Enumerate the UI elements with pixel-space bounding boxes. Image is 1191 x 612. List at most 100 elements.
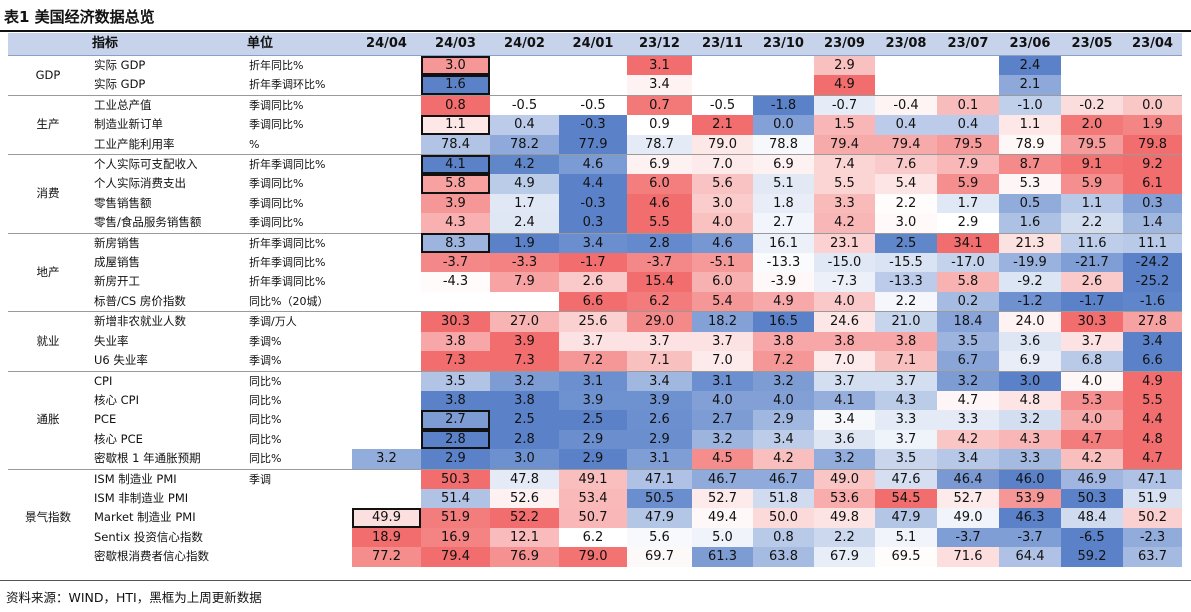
unit-label: 季调同比%: [249, 118, 304, 132]
value-cell: 5.1: [753, 174, 814, 194]
header-period: 23/07: [937, 33, 999, 56]
value-cell: 3.9: [559, 390, 627, 411]
value-cell: 48.4: [1061, 508, 1123, 528]
value-cell: 0.5: [999, 193, 1061, 214]
value-cell: -19.9: [999, 253, 1061, 273]
value-cell: 3.8: [875, 331, 937, 352]
value-cell: 5.6: [692, 174, 753, 194]
value-cell: 3.7: [814, 370, 875, 391]
value-cell: 16.9: [421, 527, 490, 548]
value-cell: 51.4: [421, 488, 490, 509]
value-cell: [352, 213, 421, 234]
value-cell: -3.7: [627, 253, 692, 273]
value-cell: 52.2: [490, 508, 559, 528]
value-cell: [490, 55, 559, 76]
indicator-name: 实际 GDP: [88, 55, 243, 76]
value-cell: -0.5: [559, 94, 627, 116]
value-cell: -3.7: [937, 527, 999, 548]
value-cell: 2.9: [559, 449, 627, 470]
table-row: 密歇根 1 年通胀预期 同比% 3.2 2.9 3.0 2.9 3.1 4.5 4.2 3.2 3.…: [8, 449, 1182, 470]
value-cell: 78.9: [999, 134, 1061, 155]
value-cell: 3.4: [937, 449, 999, 470]
table-row: 生产 工业总产值 季调同比% 0.8 -0.5 -0.5 0.7 -0.5 -1.8 -0.7 -0…: [8, 94, 1182, 155]
value-cell: 3.6: [814, 429, 875, 450]
value-cell: 2.6: [627, 410, 692, 430]
value-cell: 79.0: [692, 134, 753, 155]
value-cell: -1.0: [999, 94, 1061, 116]
unit-label: [243, 508, 352, 527]
value-cell: 49.8: [814, 508, 875, 528]
value-cell: -1.6: [1123, 291, 1182, 312]
value-cell: 67.9: [814, 547, 875, 567]
value-cell: -13.3: [875, 272, 937, 292]
header-row: 指标 单位 24/04 24/03 24/02 24/01 23/12 23/1…: [8, 33, 1182, 56]
table-title: 表1 美国经济数据总览: [4, 8, 155, 26]
value-cell: 46.7: [692, 468, 753, 489]
value-cell: [352, 429, 421, 450]
value-cell: 63.8: [753, 547, 814, 567]
value-cell: 64.4: [999, 547, 1061, 567]
value-cell: 79.8: [1123, 134, 1182, 155]
value-cell: [352, 331, 421, 352]
table-row: 标普/CS 房价指数 同比%（20城） 6.6 6.2 5.4 4.9 4.0 2.2 0.2-…: [8, 291, 1182, 312]
value-cell: 30.3: [421, 311, 490, 332]
value-cell: 3.6: [999, 331, 1061, 352]
value-cell: -0.7: [814, 94, 875, 116]
value-cell: 2.2: [875, 193, 937, 214]
indicator-name: CPI: [88, 370, 243, 391]
value-cell: 18.9: [352, 527, 421, 548]
value-cell: 3.2: [352, 449, 421, 470]
value-cell: 3.0: [999, 370, 1061, 391]
header-period: 24/01: [559, 33, 627, 56]
value-cell: 2.2: [1061, 213, 1123, 234]
value-cell: 2.5: [490, 410, 559, 430]
value-cell: 4.2: [937, 429, 999, 450]
economic-data-table: 指标 单位 24/04 24/03 24/02 24/01 23/12 23/1…: [8, 33, 1182, 567]
value-cell: 3.2: [692, 429, 753, 450]
value-cell: 50.3: [1061, 488, 1123, 509]
value-cell: 2.5: [875, 232, 937, 254]
header-period: 23/06: [999, 33, 1061, 56]
value-cell: 1.6: [421, 75, 490, 96]
value-cell: 4.8: [1123, 429, 1182, 450]
value-cell: 50.5: [627, 488, 692, 509]
header-period: 23/04: [1123, 33, 1182, 56]
value-cell: [352, 351, 421, 371]
unit-label: 季调同比%: [243, 94, 352, 116]
value-cell: 2.7: [421, 410, 490, 430]
value-cell: 7.0: [692, 351, 753, 371]
value-cell: 3.7: [627, 331, 692, 352]
unit-label: 折年同比%: [243, 55, 352, 76]
value-cell: 46.3: [999, 508, 1061, 528]
value-cell: 50.3: [421, 468, 490, 489]
value-cell: 4.6: [559, 154, 627, 175]
value-cell: 7.1: [875, 351, 937, 371]
value-cell: 0.4: [875, 115, 937, 135]
header-period: 23/12: [627, 33, 692, 56]
value-cell: 3.3: [875, 410, 937, 430]
value-cell: [352, 272, 421, 292]
value-cell: 4.5: [692, 449, 753, 470]
value-cell: 46.9: [1061, 468, 1123, 489]
value-cell: 2.6: [1061, 272, 1123, 292]
value-cell: 79.5: [937, 134, 999, 155]
value-cell: -3.7: [999, 527, 1061, 548]
value-cell: 47.8: [490, 468, 559, 489]
table-row: Sentix 投资信心指数 18.9 16.9 12.1 6.2 5.6 5.0 0.8 2.2…: [8, 527, 1182, 548]
value-cell: 0.8: [753, 527, 814, 548]
value-cell: [1061, 75, 1123, 96]
indicator-name: 标普/CS 房价指数: [94, 293, 186, 308]
value-cell: 4.9: [753, 291, 814, 312]
value-cell: 3.3: [999, 449, 1061, 470]
indicator-name: PCE: [94, 412, 117, 427]
value-cell: 3.3: [937, 410, 999, 430]
value-cell: 3.9: [627, 390, 692, 411]
unit-label: 季调%: [249, 354, 282, 368]
value-cell: 63.7: [1123, 547, 1182, 567]
value-cell: 18.4: [937, 311, 999, 332]
value-cell: 0.0: [1123, 94, 1182, 116]
value-cell: 5.5: [814, 174, 875, 194]
value-cell: 4.0: [1061, 410, 1123, 430]
value-cell: -17.0: [937, 253, 999, 273]
table-row: GDP 实际 GDP 折年同比% 3.0 3.1 2.9 2.4: [8, 55, 1182, 96]
